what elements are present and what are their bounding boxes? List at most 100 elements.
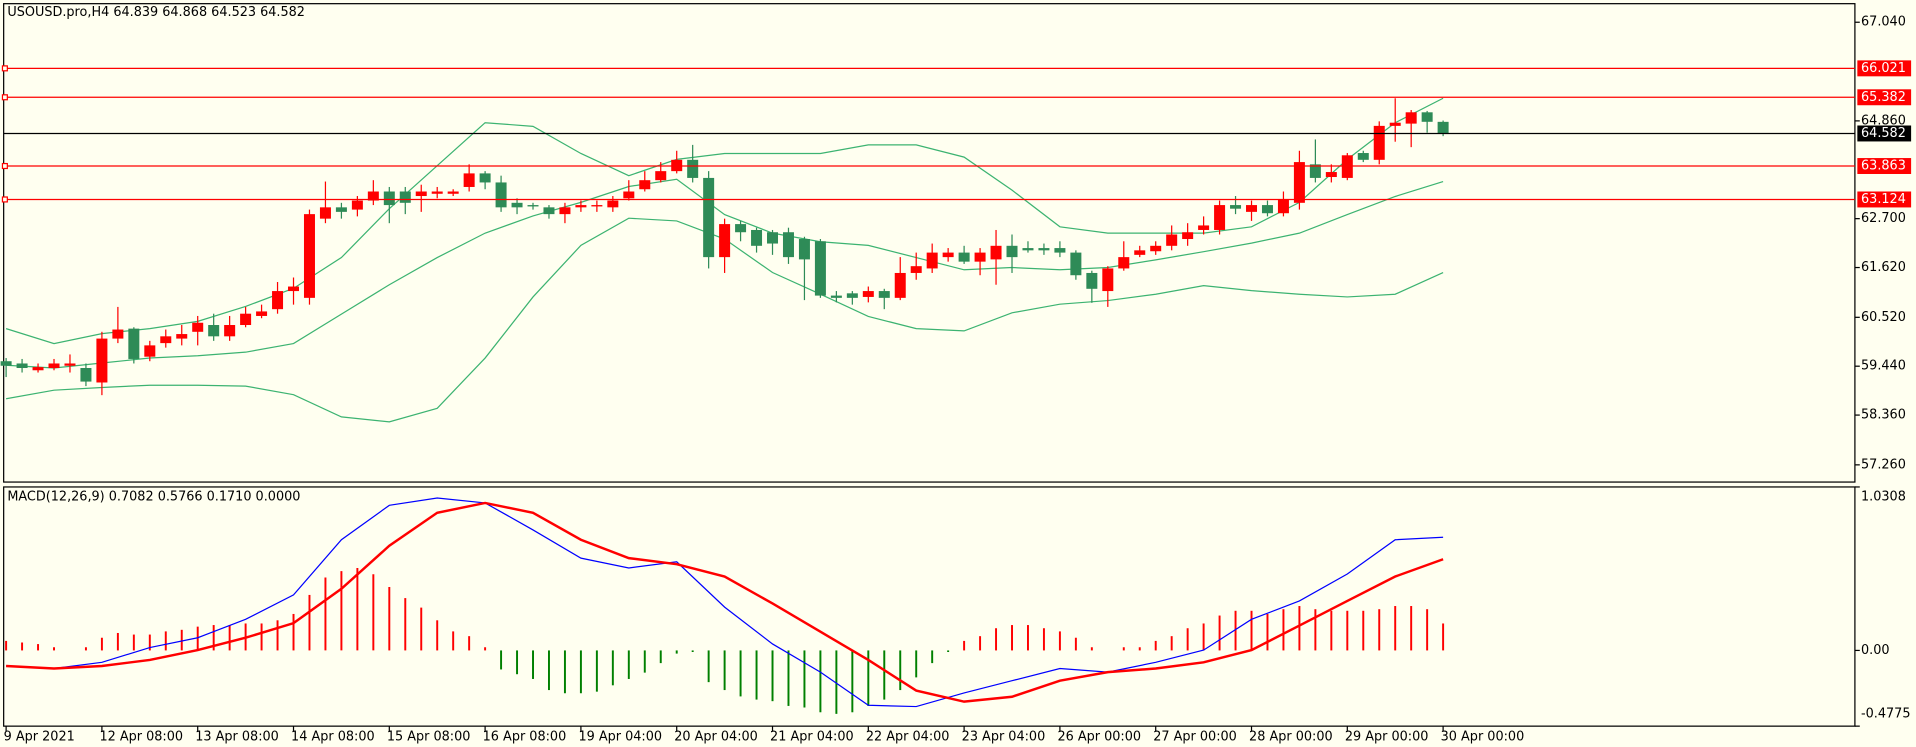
level-label-box	[1857, 158, 1912, 174]
candle-body	[1325, 172, 1337, 178]
candle-body	[623, 191, 635, 199]
candle-body	[1405, 112, 1417, 124]
x-tick-label: 28 Apr 00:00	[1249, 730, 1333, 745]
candle-body	[974, 252, 986, 262]
candle-body	[1086, 272, 1098, 289]
level-anchor	[1, 65, 8, 72]
candle-body	[687, 159, 699, 178]
level-label: 66.021	[1861, 61, 1906, 76]
macd-title: MACD(12,26,9) 0.7082 0.5766 0.1710 0.000…	[7, 489, 300, 504]
candle-body	[782, 232, 794, 258]
candle-body	[1389, 122, 1401, 126]
x-tick-label: 9 Apr 2021	[4, 730, 75, 745]
candle-body	[1437, 121, 1449, 134]
candle-body	[144, 345, 156, 357]
candle-body	[1357, 153, 1369, 160]
candle-body	[303, 214, 315, 298]
candle-body	[511, 202, 523, 208]
x-tick-label: 15 Apr 08:00	[387, 730, 471, 745]
y-tick-label: 61.620	[1861, 260, 1906, 275]
candle-body	[1102, 268, 1114, 292]
candle-body	[399, 191, 411, 203]
x-tick-label: 20 Apr 04:00	[674, 730, 758, 745]
candle-body	[479, 173, 491, 183]
y-tick-label: 57.260	[1861, 457, 1906, 472]
candle-body	[1150, 245, 1162, 252]
x-tick-label: 13 Apr 08:00	[195, 730, 279, 745]
candle-body	[463, 173, 475, 187]
candle-body	[767, 232, 779, 244]
y-tick-label: 67.040	[1861, 15, 1906, 30]
price-panel	[3, 3, 1856, 483]
macd-line	[6, 501, 1444, 703]
candle-body	[1246, 205, 1258, 212]
candle-body	[527, 205, 539, 207]
candle-body	[1230, 205, 1242, 209]
candle-body	[288, 286, 300, 292]
candle-body	[878, 291, 890, 298]
candle-body	[1006, 245, 1018, 258]
candle-body	[447, 191, 459, 194]
level-label: 63.863	[1861, 159, 1906, 174]
candle-body	[335, 207, 347, 212]
level-label: 63.124	[1861, 192, 1906, 207]
candle-body	[1022, 248, 1034, 251]
candle-body	[1293, 162, 1305, 203]
level-label-box	[1857, 191, 1912, 208]
candle-body	[894, 272, 906, 298]
y-tick-label: 59.440	[1861, 359, 1906, 374]
level-anchor	[1, 94, 8, 101]
x-tick-label: 12 Apr 08:00	[99, 730, 183, 745]
bollinger-band	[6, 178, 1444, 369]
candle-body	[160, 336, 172, 344]
price-title: USOUSD.pro,H4 64.839 64.868 64.523 64.58…	[7, 5, 305, 20]
y-tick-label: 1.0308	[1861, 489, 1906, 504]
candle-body	[1038, 248, 1050, 251]
candle-body	[798, 239, 810, 260]
macd-line	[6, 497, 1444, 708]
candle-body	[639, 180, 651, 190]
candle-body	[990, 245, 1002, 260]
candle-body	[272, 291, 284, 310]
candle-body	[64, 363, 76, 366]
y-tick-label: -0.4775	[1861, 706, 1910, 721]
candle-body	[591, 205, 603, 207]
candle-body	[703, 177, 715, 258]
candle-body	[176, 334, 188, 339]
x-tick-label: 29 Apr 00:00	[1345, 730, 1429, 745]
candle-body	[1421, 112, 1433, 122]
x-tick-label: 30 Apr 00:00	[1441, 730, 1525, 745]
candle-body	[719, 224, 731, 258]
candle-body	[256, 311, 268, 316]
last-price-box	[1857, 125, 1912, 142]
level-anchor	[1, 196, 8, 203]
candle-body	[80, 368, 92, 382]
candle-body	[862, 291, 874, 297]
candle-body	[655, 171, 667, 181]
candle-body	[1309, 164, 1321, 178]
candle-body	[240, 313, 252, 326]
candle-body	[32, 367, 44, 371]
candle-body	[958, 252, 970, 262]
x-tick-label: 21 Apr 04:00	[770, 730, 854, 745]
candle-body	[1070, 252, 1082, 276]
candle-body	[208, 325, 220, 337]
candle-body	[846, 293, 858, 298]
candle-body	[0, 361, 12, 366]
candle-body	[48, 363, 60, 369]
candle-body	[1134, 250, 1146, 255]
candle-body	[575, 205, 587, 208]
candle-body	[1182, 232, 1194, 240]
y-tick-label: 62.700	[1861, 211, 1906, 226]
candle-body	[1198, 225, 1210, 230]
candle-body	[319, 207, 331, 219]
candle-body	[192, 322, 204, 332]
candle-body	[1214, 205, 1226, 230]
candle-body	[495, 182, 507, 208]
candle-body	[415, 191, 427, 197]
candle-body	[431, 191, 443, 194]
candle-body	[367, 191, 379, 201]
candle-body	[1277, 199, 1289, 214]
